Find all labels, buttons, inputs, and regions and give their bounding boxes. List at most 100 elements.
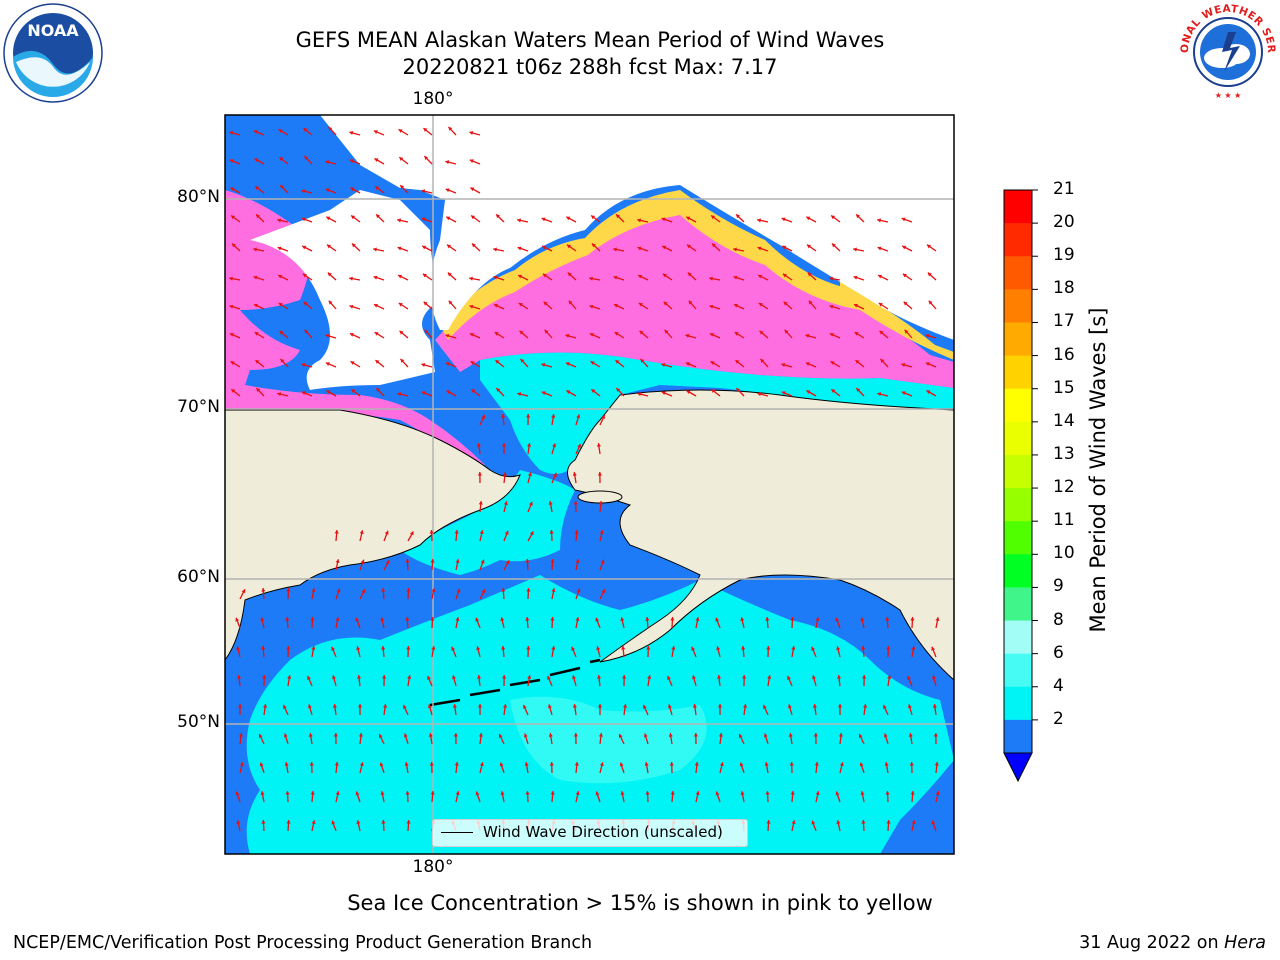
wave-direction-arrowhead	[861, 646, 866, 650]
colorbar-swatch	[1004, 256, 1032, 290]
wave-direction-arrowhead	[499, 762, 504, 767]
wave-direction-arrowhead	[572, 675, 577, 680]
wave-direction-arrowhead	[685, 362, 690, 366]
colorbar-frame	[1003, 189, 1033, 754]
colorbar-tick-label: 6	[1053, 642, 1064, 663]
wave-direction-arrowhead	[525, 617, 530, 621]
wave-direction-arrowhead	[667, 675, 671, 680]
colorbar-swatch	[1004, 388, 1032, 423]
wave-direction-arrowhead	[349, 333, 354, 337]
wave-direction-arrowhead	[429, 762, 434, 766]
wave-direction-arrowhead	[901, 217, 906, 222]
wave-direction-arrowhead	[351, 215, 356, 220]
wave-direction-arrowhead	[742, 675, 747, 679]
chukchi-wave-field	[480, 352, 954, 474]
wave-direction-arrowhead	[926, 244, 931, 249]
wave-direction-arrowhead	[613, 247, 617, 252]
wave-direction-arrowhead	[431, 588, 436, 592]
wave-direction-arrowhead	[400, 185, 405, 190]
wave-direction-arrowhead	[547, 704, 552, 709]
wave-direction-arrowhead	[575, 617, 580, 621]
wave-direction-arrowhead	[783, 301, 788, 306]
wave-direction-arrowhead	[309, 762, 314, 766]
colorbar-tick-label: 4	[1053, 675, 1064, 696]
wave-direction-arrowhead	[829, 276, 833, 281]
wave-direction-arrowhead	[448, 126, 453, 131]
wave-direction-arrowhead	[550, 559, 555, 563]
wave-direction-arrowhead	[662, 245, 667, 250]
wave-direction-arrowhead	[740, 791, 745, 795]
wave-direction-arrowhead	[356, 820, 361, 825]
wave-direction-arrowhead	[477, 675, 482, 679]
wave-direction-arrowhead	[620, 617, 625, 622]
wave-direction-arrowhead	[310, 617, 315, 621]
wave-direction-arrowhead	[261, 588, 266, 592]
wave-direction-arrowhead	[283, 704, 287, 709]
wave-direction-arrowhead	[543, 301, 548, 306]
wave-direction-arrowhead	[661, 217, 666, 222]
wave-direction-arrowhead	[600, 559, 605, 564]
wave-direction-arrowhead	[860, 617, 865, 622]
wave-direction-arrowhead	[405, 617, 410, 621]
wave-direction-arrowhead	[301, 217, 306, 222]
siberia-land	[225, 409, 521, 661]
wave-direction-arrowhead	[325, 362, 330, 366]
wave-direction-arrowhead	[327, 272, 332, 277]
wave-direction-arrowhead	[884, 762, 889, 766]
wave-direction-arrowhead	[493, 247, 497, 252]
wave-direction-arrowhead	[253, 130, 258, 134]
wave-direction-arrowhead	[310, 791, 315, 795]
wave-direction-arrowhead	[711, 389, 716, 393]
wave-direction-arrowhead	[736, 214, 740, 219]
colorbar-tick-label: 8	[1053, 609, 1064, 630]
wave-direction-arrowhead	[427, 675, 431, 680]
wave-direction-arrowhead	[525, 559, 530, 563]
wave-direction-arrowhead	[695, 791, 700, 796]
wave-direction-arrowhead	[784, 329, 789, 334]
wave-direction-arrowhead	[357, 675, 362, 679]
wave-direction-arrowhead	[883, 704, 887, 709]
wave-direction-arrowhead	[925, 333, 930, 338]
graticule	[225, 115, 954, 854]
wave-direction-arrowhead	[254, 158, 259, 162]
wave-direction-arrowhead	[733, 247, 737, 252]
wave-direction-arrowhead	[494, 332, 499, 336]
wave-direction-arrowhead	[355, 617, 360, 622]
wave-direction-arrowhead	[501, 443, 507, 447]
wave-direction-arrowhead	[664, 329, 669, 334]
wave-direction-arrowhead	[645, 617, 650, 621]
wave-direction-arrowhead	[789, 762, 794, 766]
wave-direction-arrowhead	[478, 733, 483, 737]
nws-logo-icon: NATIONAL WEATHER SERVICE ★ ★ ★	[1178, 2, 1277, 100]
wave-direction-arrowhead	[375, 186, 380, 191]
wave-direction-arrowhead	[766, 820, 771, 824]
wave-direction-arrowhead	[591, 243, 596, 248]
wave-direction-arrowhead	[643, 733, 648, 738]
wave-direction-arrowhead	[638, 274, 643, 279]
wave-direction-arrowhead	[277, 392, 282, 397]
wave-direction-arrowhead	[384, 530, 389, 535]
colorbar-swatch	[1004, 454, 1032, 489]
wave-direction-arrowhead	[374, 158, 379, 162]
wave-direction-arrowhead	[517, 218, 522, 223]
wave-direction-arrowhead	[668, 733, 673, 737]
wave-direction-arrowhead	[481, 589, 486, 594]
wave-direction-arrowhead	[325, 333, 330, 338]
wave-direction-arrowhead	[734, 303, 739, 308]
wave-direction-arrowhead	[359, 762, 364, 767]
wave-direction-arrowhead	[469, 276, 473, 281]
wave-direction-arrowhead	[527, 675, 532, 679]
wave-direction-arrowhead	[311, 820, 316, 825]
wave-direction-arrowhead	[597, 704, 603, 708]
sea-ice-arctic	[435, 200, 954, 388]
wave-direction-arrowhead	[478, 501, 483, 505]
wave-direction-arrowhead	[541, 391, 546, 396]
wave-direction-arrowhead	[670, 791, 675, 795]
wave-direction-arrowhead	[565, 333, 570, 338]
wave-direction-arrowhead	[287, 675, 292, 679]
wave-direction-arrowhead	[829, 304, 834, 309]
wave-direction-arrowhead	[351, 389, 356, 393]
wave-direction-arrowhead	[334, 530, 339, 534]
wave-direction-arrowhead	[830, 361, 835, 365]
